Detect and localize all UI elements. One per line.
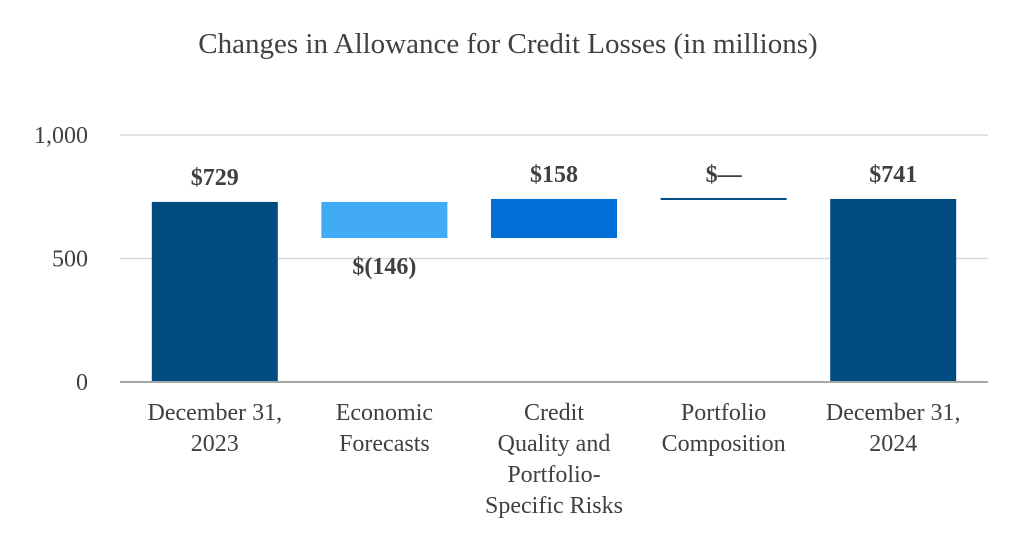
x-axis-categories: December 31, 2023 Economic Forecasts Credit Q…: [147, 400, 960, 519]
bar: [660, 197, 787, 200]
x-category-label: Economic Forecasts: [336, 400, 433, 457]
bars: [151, 197, 957, 382]
y-tick-label: 1,000: [34, 123, 88, 149]
y-axis-ticks: 0 500 1,000: [34, 123, 88, 396]
x-category-label: Portfolio Composition: [662, 400, 786, 457]
data-label: $—: [706, 162, 743, 188]
x-category-label: December 31, 2023: [147, 400, 282, 457]
y-tick-label: 500: [52, 247, 88, 273]
bar: [151, 201, 278, 382]
bar: [491, 198, 617, 238]
x-category-label: Credit Quality and Portfolio-Specific Risk…: [485, 400, 623, 519]
data-label: $741: [869, 162, 917, 188]
data-label: $729: [191, 165, 239, 191]
x-category-label: December 31, 2024: [826, 400, 961, 457]
data-labels: $729 $(146) $158 $— $741: [191, 162, 917, 280]
y-tick-label: 0: [76, 370, 88, 396]
data-label: $(146): [352, 254, 416, 280]
data-label: $158: [530, 162, 578, 188]
bar: [321, 201, 448, 238]
chart-title: Changes in Allowance for Credit Losses (…: [198, 28, 817, 60]
bar: [830, 198, 957, 382]
